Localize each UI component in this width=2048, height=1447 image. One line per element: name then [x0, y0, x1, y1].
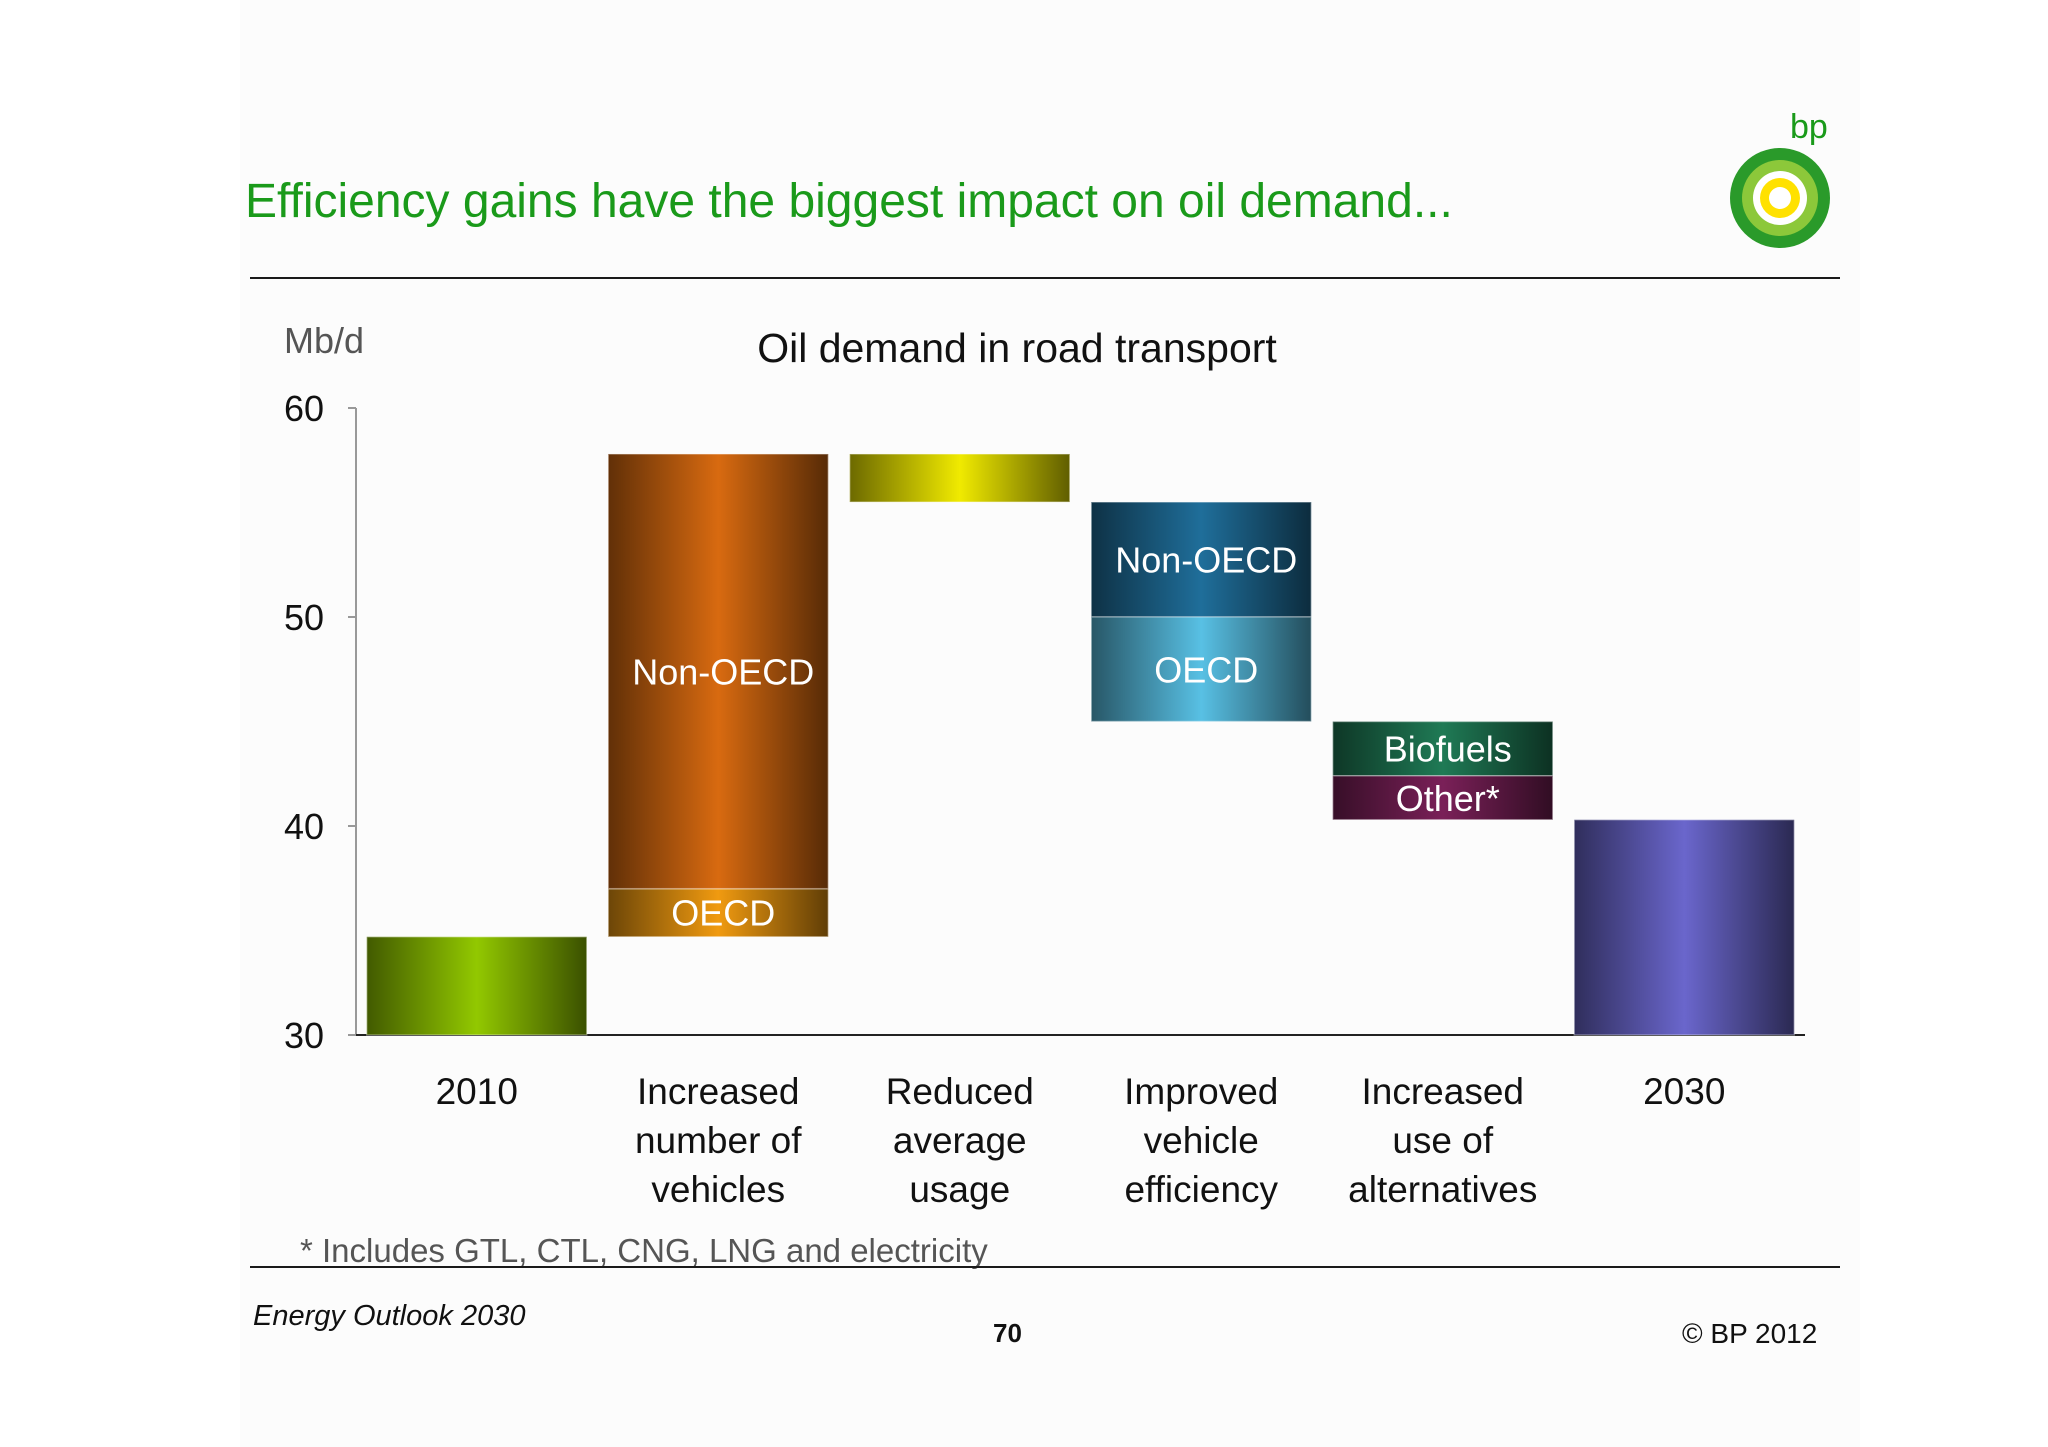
bar-segment-outline — [1090, 616, 1312, 723]
bar-segment-shading — [366, 936, 587, 1035]
bar-segment-shading — [1091, 502, 1312, 617]
x-category-label: Increased number of vehicles — [635, 1071, 802, 1210]
bar-segment-label: Non-OECD — [632, 651, 814, 692]
chart-footnote: * Includes GTL, CTL, CNG, LNG and electr… — [300, 1232, 988, 1269]
bar-segment-label: OECD — [671, 893, 775, 934]
x-category-label: Improved vehicle efficiency — [1124, 1071, 1278, 1210]
bar-segment-label: Non-OECD — [1115, 540, 1297, 581]
bar-segment-shading — [1332, 775, 1553, 820]
page-title: Efficiency gains have the biggest impact… — [245, 175, 1453, 228]
y-tick-label: 30 — [284, 1015, 324, 1056]
footer-divider — [250, 1266, 1840, 1268]
publication-name: Energy Outlook 2030 — [253, 1300, 526, 1332]
bar-segment-shading — [608, 453, 829, 889]
bar-segment-shading — [608, 888, 829, 937]
y-axis-unit-label: Mb/d — [284, 320, 364, 361]
x-category-label: 2030 — [1643, 1071, 1725, 1112]
bar-segment-label: Biofuels — [1384, 729, 1512, 770]
copyright: © BP 2012 — [1682, 1318, 1818, 1349]
bar-segment-outline — [1332, 775, 1554, 821]
bar-segment-shading — [1091, 617, 1312, 722]
bar-segment-label: OECD — [1154, 649, 1258, 690]
y-tick-label: 40 — [284, 806, 324, 847]
bar-segment-outline — [1573, 818, 1795, 1036]
y-tick-label: 60 — [284, 388, 324, 429]
x-category-label: Increased use of alternatives — [1348, 1071, 1537, 1210]
bp-helios-logo-icon — [1730, 148, 1830, 248]
header-divider — [250, 277, 1840, 279]
bar-segment-shading — [849, 453, 1070, 503]
brand-wordmark: bp — [1790, 108, 1828, 146]
chart-title: Oil demand in road transport — [757, 325, 1277, 371]
bar-segment-shading — [1574, 819, 1795, 1035]
slide-background — [240, 0, 1860, 1447]
y-tick-label: 50 — [284, 597, 324, 638]
bar-segment-outline — [366, 936, 588, 1036]
bar-segment-outline — [849, 453, 1071, 503]
x-category-label: Reduced average usage — [886, 1071, 1034, 1210]
bar-segment-shading — [1332, 721, 1553, 776]
bar-segment-label: Other* — [1396, 778, 1500, 819]
page-number: 70 — [993, 1318, 1022, 1348]
x-category-label: 2010 — [436, 1071, 518, 1112]
bar-segment-outline — [607, 453, 829, 890]
